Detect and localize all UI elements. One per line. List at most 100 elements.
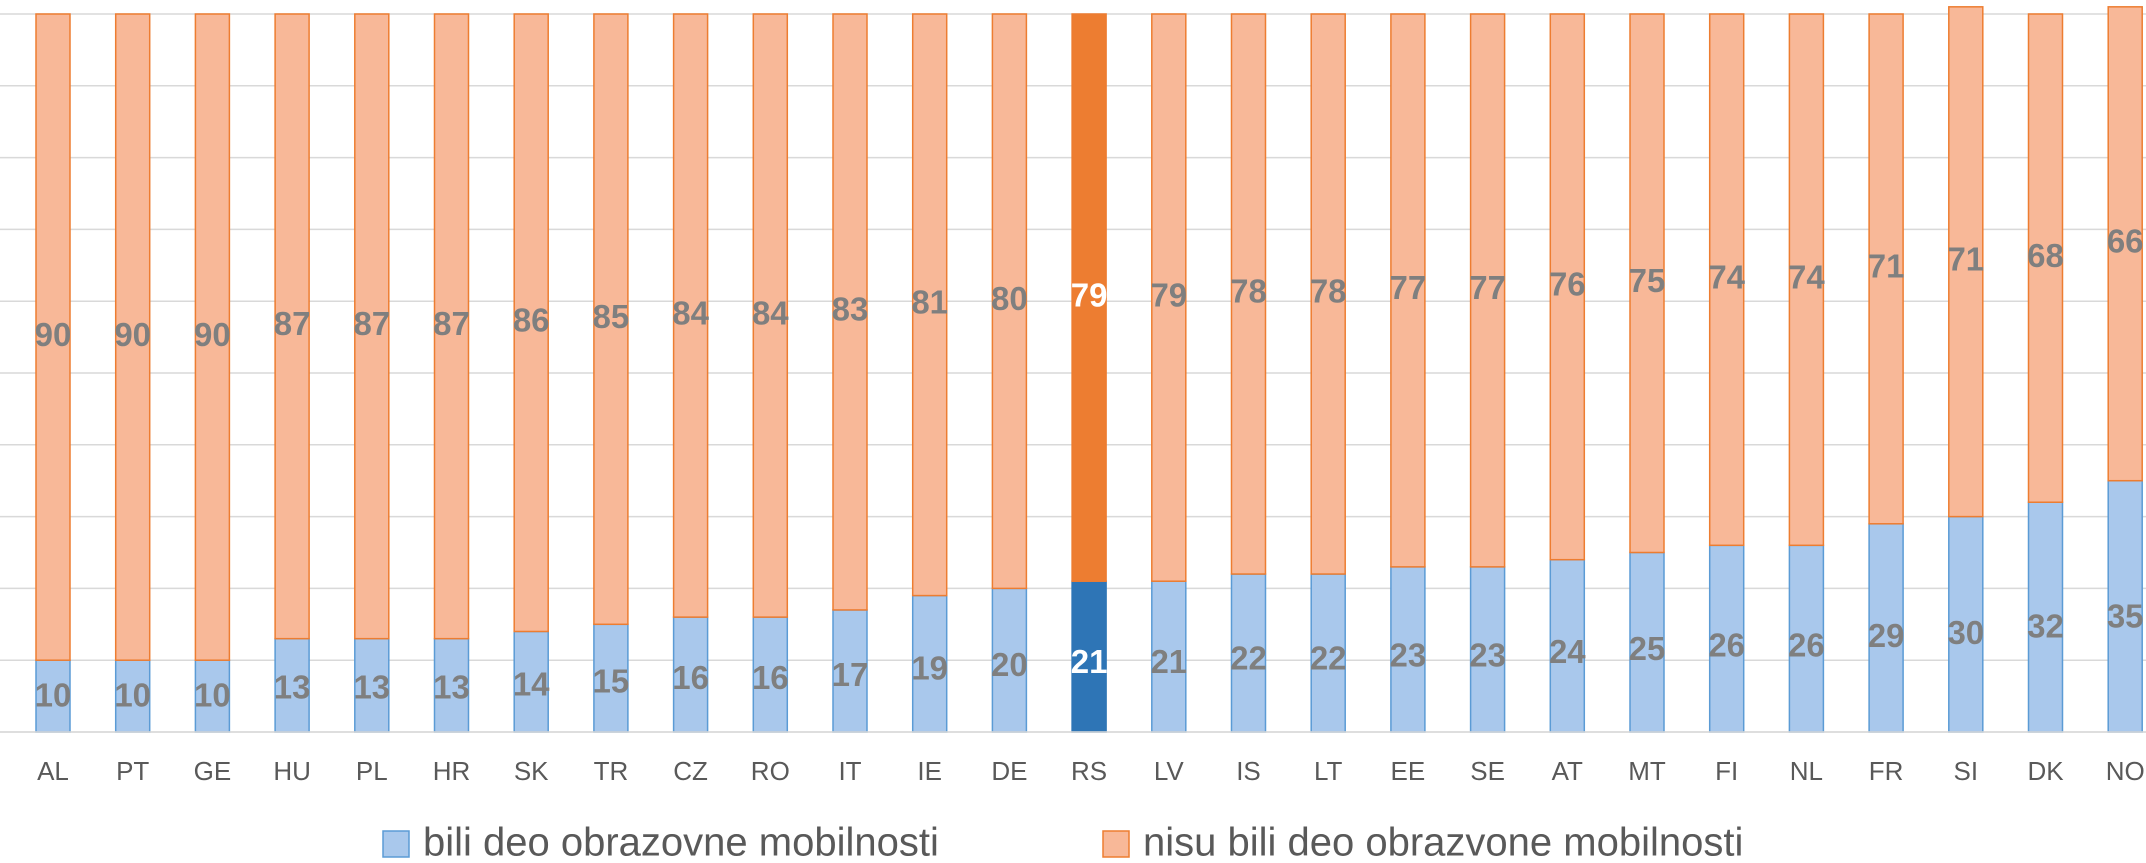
- x-tick-label: CZ: [673, 756, 708, 786]
- value-label: 13: [274, 669, 311, 706]
- x-tick-label: SK: [514, 756, 549, 786]
- bar-segment: [1948, 6, 1984, 518]
- bar-segment: [114, 13, 151, 661]
- bar-segment: [2107, 479, 2143, 733]
- value-label: 15: [593, 662, 630, 699]
- x-tick-label: RS: [1071, 756, 1107, 786]
- value-label: 79: [1150, 276, 1187, 313]
- value-label: 90: [114, 316, 151, 353]
- bar-segment: [1629, 13, 1665, 554]
- value-label: 22: [1230, 640, 1267, 677]
- value-label: 75: [1629, 262, 1666, 299]
- bar-segment: [2107, 6, 2143, 482]
- value-label: 16: [752, 659, 789, 696]
- value-label: 87: [433, 305, 470, 342]
- bar-segment: [911, 594, 948, 733]
- bar-segment: [1310, 13, 1346, 575]
- x-tick-label: GE: [194, 756, 232, 786]
- legend-label: bili deo obrazovne mobilnosti: [423, 821, 939, 863]
- value-label: 13: [353, 669, 390, 706]
- value-label: 81: [911, 284, 948, 321]
- bar-segment: [433, 13, 470, 640]
- value-label: 21: [1150, 643, 1187, 680]
- x-tick-label: PL: [356, 756, 388, 786]
- bar-segment: [1230, 13, 1267, 575]
- value-label: 90: [194, 316, 231, 353]
- value-label: 14: [513, 665, 550, 702]
- bar-segment: [752, 616, 789, 733]
- x-tick-label: EE: [1391, 756, 1426, 786]
- value-label: 10: [194, 677, 231, 714]
- value-label: 66: [2107, 222, 2144, 259]
- x-tick-label: LV: [1154, 756, 1185, 786]
- x-tick-label: TR: [594, 756, 629, 786]
- value-label: 22: [1310, 640, 1347, 677]
- x-tick-label: IS: [1236, 756, 1261, 786]
- value-label: 74: [1788, 258, 1825, 295]
- value-label: 78: [1310, 273, 1347, 310]
- bar-segment: [354, 13, 390, 640]
- bar-segment: [513, 630, 549, 733]
- value-label: 84: [672, 294, 709, 331]
- value-label: 85: [593, 298, 630, 335]
- value-label: 84: [752, 294, 789, 331]
- value-label: 30: [1947, 614, 1984, 651]
- legend-swatch: [382, 830, 410, 858]
- value-label: 10: [35, 677, 72, 714]
- value-label: 68: [2027, 237, 2064, 274]
- value-label: 19: [911, 649, 948, 686]
- x-tick-label: HR: [433, 756, 471, 786]
- bar-segment: [1549, 558, 1586, 733]
- bar-segment: [1469, 13, 1506, 568]
- value-label: 26: [1708, 627, 1745, 664]
- bar-segment: [1310, 573, 1346, 733]
- x-tick-label: AL: [37, 756, 69, 786]
- bar-segment: [1390, 566, 1426, 733]
- value-label: 76: [1549, 266, 1586, 303]
- value-label: 86: [513, 301, 550, 338]
- x-tick-label: SE: [1470, 756, 1505, 786]
- value-label: 20: [991, 646, 1028, 683]
- x-tick-label: IT: [838, 756, 861, 786]
- value-label: 83: [832, 291, 869, 328]
- bar-segment: [1390, 13, 1426, 568]
- x-tick-label: PT: [116, 756, 149, 786]
- bar-segment: [991, 13, 1028, 590]
- bar-segment: [911, 13, 948, 597]
- x-tick-label: FI: [1715, 756, 1738, 786]
- value-label: 10: [114, 677, 151, 714]
- x-tick-label: RO: [751, 756, 790, 786]
- x-tick-label: DE: [991, 756, 1027, 786]
- bar-segment: [1788, 13, 1825, 547]
- bar-segment: [752, 13, 789, 618]
- x-tick-label: SI: [1954, 756, 1979, 786]
- value-label: 21: [1071, 643, 1108, 680]
- bar-segment: [593, 13, 629, 626]
- bar-segment: [2027, 501, 2064, 733]
- bar-segment: [1071, 13, 1107, 582]
- bar-segment: [114, 659, 151, 733]
- value-label: 71: [1947, 240, 1984, 277]
- value-label: 32: [2027, 607, 2064, 644]
- value-label: 13: [433, 669, 470, 706]
- value-label: 90: [35, 316, 72, 353]
- bar-segment: [2027, 13, 2064, 503]
- bar-segment: [35, 659, 71, 733]
- value-label: 80: [991, 280, 1028, 317]
- value-label: 87: [353, 305, 390, 342]
- bar-segment: [274, 13, 310, 640]
- value-label: 78: [1230, 273, 1267, 310]
- x-tick-label: AT: [1552, 756, 1583, 786]
- value-label: 77: [1390, 269, 1427, 306]
- value-label: 25: [1629, 630, 1666, 667]
- value-label: 16: [672, 659, 709, 696]
- bar-segment: [513, 13, 549, 633]
- bar-segment: [593, 623, 629, 733]
- value-label: 29: [1868, 617, 1905, 654]
- x-tick-label: NL: [1790, 756, 1823, 786]
- bar-segment: [1868, 13, 1904, 525]
- bar-segment: [35, 13, 71, 661]
- x-tick-label: FR: [1869, 756, 1904, 786]
- value-label: 17: [832, 656, 869, 693]
- bar-segment: [832, 13, 868, 611]
